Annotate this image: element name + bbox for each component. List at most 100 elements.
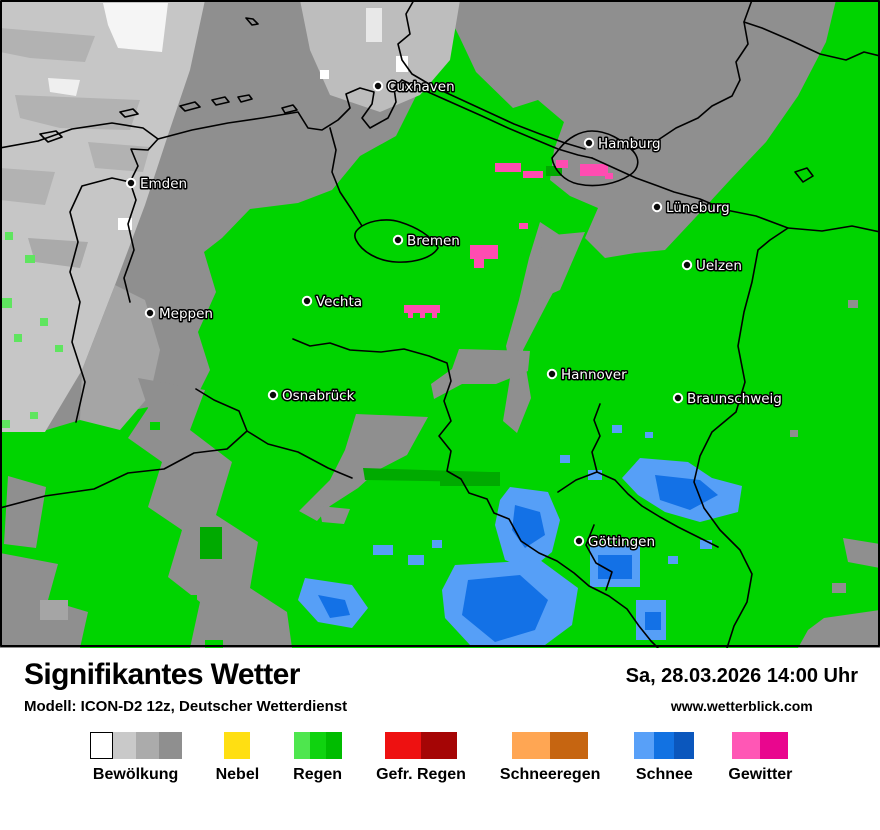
- rain-speckle-g-3: [150, 422, 160, 430]
- city-label: Vechta: [316, 294, 362, 310]
- rain-speckle-g-2: [92, 638, 104, 648]
- legend-color-cell: [158, 732, 182, 759]
- city-marker-vechta: Vechta: [301, 293, 364, 312]
- legend-swatch: [732, 732, 789, 759]
- cloud-white-2: [48, 78, 80, 96]
- legend: Bewölkung Nebel Regen Gefr. Regen Schneerege…: [24, 732, 858, 784]
- legend-color-cell: [634, 732, 655, 759]
- cloud-speck-row-1: [616, 186, 638, 194]
- legend-item-schnee: Schnee: [634, 732, 695, 784]
- coastline-west: [0, 122, 159, 303]
- legend-label: Bewölkung: [92, 766, 179, 783]
- legend-color-cell: [550, 732, 589, 759]
- city-marker-gttingen: Göttingen: [573, 533, 657, 552]
- thunder-bremen-1: [470, 245, 498, 259]
- cloud-band-sw: [128, 378, 292, 648]
- thunder-vechta-2: [408, 313, 413, 318]
- legend-label: Nebel: [215, 766, 260, 783]
- city-label: Meppen: [159, 306, 213, 322]
- rain-speckle-w-2: [25, 255, 35, 263]
- legend-item-gewitter: Gewitter: [728, 732, 792, 784]
- legend-color-cell: [732, 732, 761, 759]
- cloud-speck-e-2: [790, 430, 798, 437]
- city-label: Uelzen: [696, 258, 742, 274]
- cloud-speck-row-2: [640, 196, 654, 203]
- legend-color-cell: [309, 732, 326, 759]
- cloud-white-4: [366, 8, 382, 42]
- cloud-patch-se-1: [843, 538, 880, 568]
- city-dot: [392, 234, 404, 246]
- city-marker-meppen: Meppen: [144, 305, 214, 324]
- legend-color-cell: [674, 732, 695, 759]
- cloud-patch-bl-2: [4, 476, 46, 548]
- footer: Signifikantes Wetter Modell: ICON-D2 12z…: [0, 648, 880, 830]
- legend-label: Regen: [293, 766, 343, 783]
- islands: [39, 17, 298, 143]
- snow-light-13: [645, 432, 653, 438]
- rain-speckle-w-1: [5, 232, 13, 240]
- cloud-mid-left: [80, 285, 160, 430]
- elbe-south-shore: [401, 79, 593, 159]
- border-west: [0, 388, 353, 509]
- cloud-patch-central-2: [319, 506, 350, 524]
- cloud-mid-patch-4: [88, 142, 150, 172]
- legend-swatch: [224, 732, 251, 759]
- legend-item-schneeregen: Schneeregen: [500, 732, 600, 784]
- cloud-patch-bl-3: [40, 600, 68, 620]
- city-marker-emden: Emden: [125, 175, 189, 194]
- legend-color-cell: [420, 732, 457, 759]
- legend-color-cell: [384, 732, 421, 759]
- border-goettingen-2: [591, 403, 601, 473]
- legend-swatch: [89, 732, 182, 759]
- legend-item-regen: Regen: [293, 732, 342, 784]
- cloud-mid-patch-1: [0, 28, 95, 62]
- snow-light-7: [373, 545, 393, 555]
- city-marker-hannover: Hannover: [546, 366, 629, 385]
- snow-mid-6: [645, 612, 661, 630]
- rain-speckle-w-6: [55, 345, 63, 352]
- snow-light-14: [588, 470, 602, 480]
- legend-swatch: [384, 732, 457, 759]
- snow-light-10: [700, 540, 712, 549]
- snow-light-15: [560, 455, 570, 463]
- border-goettingen-1: [557, 471, 719, 548]
- lake-ne: [794, 167, 814, 183]
- rain-dark-1: [200, 527, 222, 559]
- city-dot: [573, 535, 585, 547]
- legend-swatch: [293, 732, 342, 759]
- website-url: www.wetterblick.com: [670, 698, 813, 714]
- snow-light-11: [668, 556, 678, 564]
- rain-speckle-g-1: [185, 595, 197, 605]
- legend-color-cell: [224, 732, 251, 759]
- rain-speckle-w-7: [0, 420, 10, 428]
- rain-speckle-w-8: [30, 412, 38, 419]
- thunder-strip-4: [580, 164, 608, 176]
- thunder-bremen-2: [474, 259, 484, 268]
- rain-speckle-w-5: [14, 334, 22, 342]
- city-label: Hamburg: [598, 136, 661, 152]
- legend-item-nebel: Nebel: [215, 732, 260, 784]
- legend-label: Schneeregen: [499, 766, 601, 783]
- cloud-speck-se-3: [832, 583, 846, 593]
- legend-color-cell: [760, 732, 789, 759]
- elbe-east: [591, 157, 880, 233]
- border-south: [292, 338, 659, 648]
- legend-label: Schnee: [635, 766, 693, 783]
- city-label: Hannover: [561, 367, 627, 383]
- map-container: Cuxhaven Hamburg Emden Lüneburg Bremen Uelzen…: [0, 0, 880, 648]
- city-dot: [125, 177, 137, 189]
- legend-swatch: [634, 732, 695, 759]
- city-dot: [144, 307, 156, 319]
- thunder-strip-3: [556, 160, 568, 168]
- city-marker-hamburg: Hamburg: [583, 135, 662, 154]
- rain-speckle-w-3: [0, 298, 12, 308]
- legend-color-cell: [135, 732, 159, 759]
- cloud-north-mass: [0, 0, 836, 432]
- city-dot: [681, 259, 693, 271]
- legend-swatch: [512, 732, 589, 759]
- legend-color-cell: [293, 732, 310, 759]
- footer-left: Signifikantes Wetter Modell: ICON-D2 12z…: [24, 658, 347, 715]
- city-label: Braunschweig: [687, 391, 782, 407]
- legend-color-cell: [325, 732, 342, 759]
- city-marker-lneburg: Lüneburg: [651, 199, 731, 218]
